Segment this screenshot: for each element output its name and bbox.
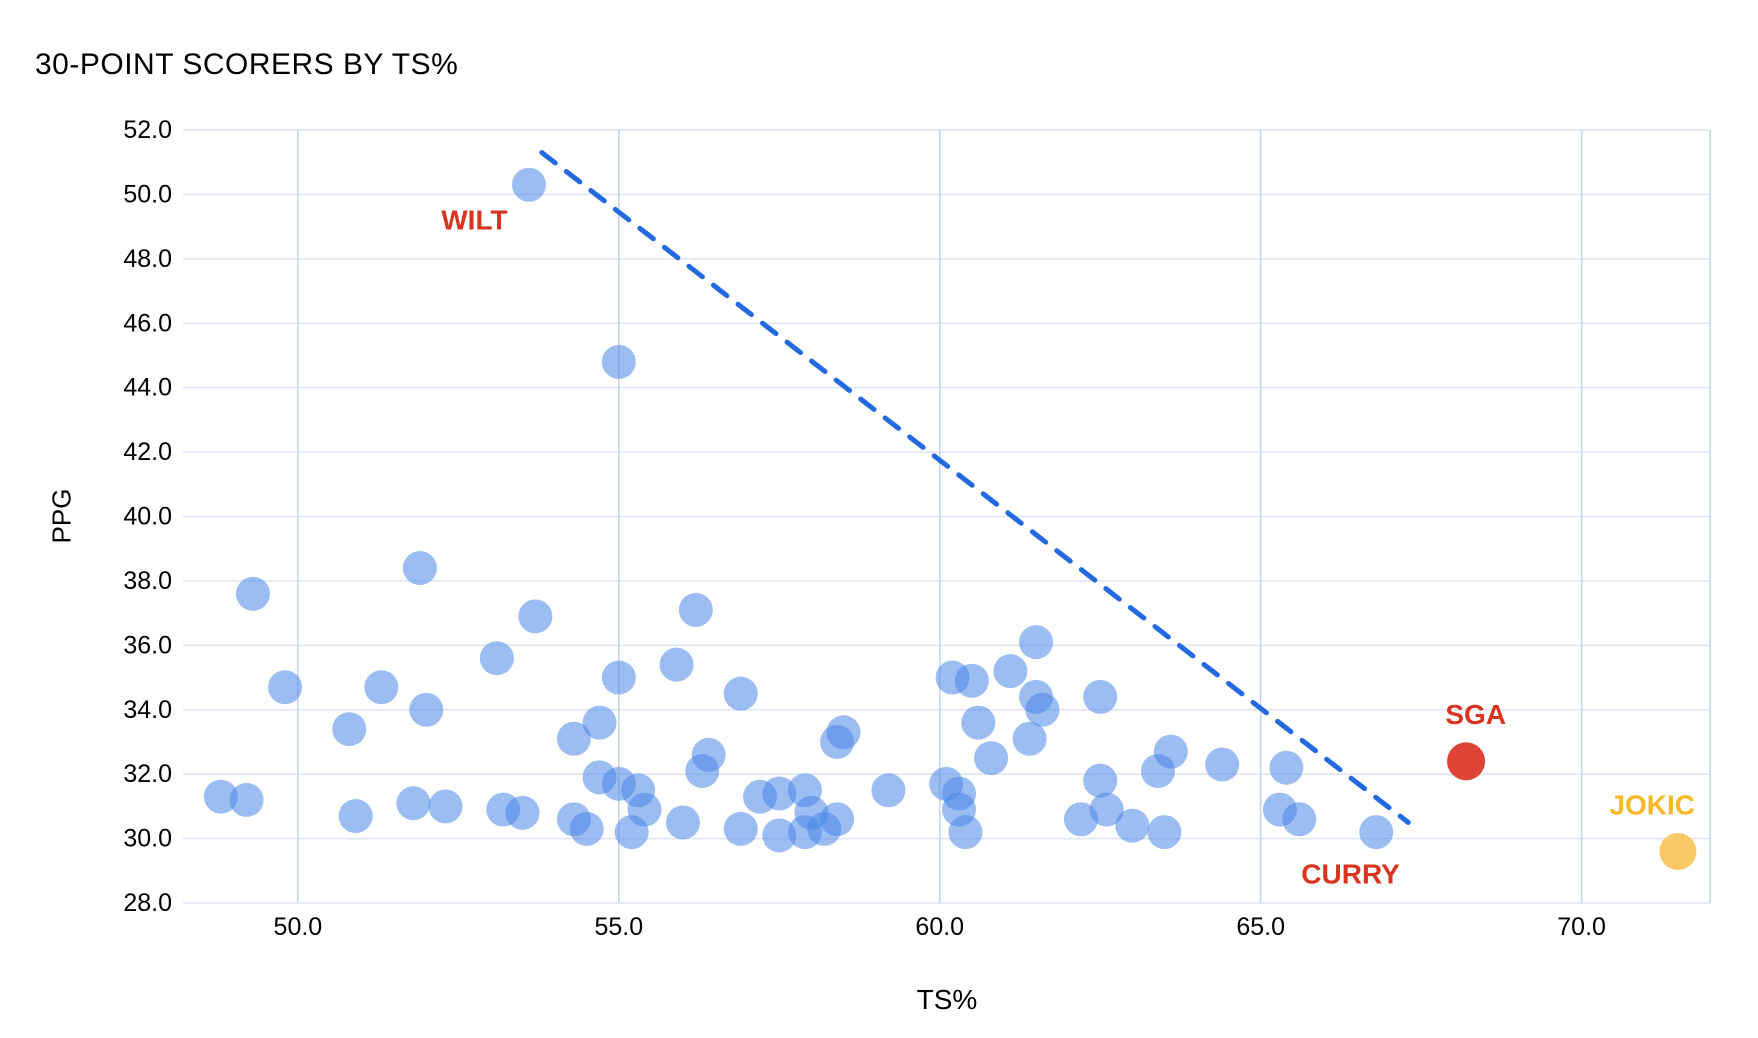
data-point-30-point-scorer-seasons[interactable]	[961, 705, 996, 740]
annotation-curry: CURRY	[1301, 859, 1400, 890]
data-point-30-point-scorer-seasons[interactable]	[601, 660, 636, 695]
data-point-30-point-scorer-seasons[interactable]	[685, 753, 720, 788]
chart-title: 30-POINT SCORERS BY TS%	[35, 48, 459, 81]
data-point-30-point-scorer-seasons[interactable]	[268, 670, 303, 705]
data-point-30-point-scorer-seasons[interactable]	[1205, 747, 1240, 782]
data-point-30-point-scorer-seasons[interactable]	[614, 815, 649, 850]
data-point-30-point-scorer-seasons[interactable]	[505, 795, 540, 830]
data-point-30-point-scorer-seasons[interactable]	[787, 815, 822, 850]
data-point-30-point-scorer-seasons[interactable]	[428, 789, 463, 824]
y-tick-label: 42.0	[123, 438, 172, 466]
x-tick-label: 55.0	[594, 913, 643, 941]
data-point-30-point-scorer-seasons[interactable]	[582, 705, 617, 740]
y-tick-label: 40.0	[123, 503, 172, 531]
data-point-30-point-scorer-seasons[interactable]	[1083, 679, 1118, 714]
data-point-30-point-scorer-seasons[interactable]	[743, 779, 778, 814]
y-axis-title: PPG	[46, 488, 77, 544]
annotation-wilt: WILT	[441, 205, 507, 236]
data-point-30-point-scorer-seasons[interactable]	[678, 592, 713, 627]
data-point-30-point-scorer-seasons[interactable]	[954, 663, 989, 698]
data-point-30-point-scorer-seasons[interactable]	[948, 815, 983, 850]
y-tick-label: 52.0	[123, 116, 172, 144]
x-axis-title: TS%	[916, 984, 978, 1015]
data-point-30-point-scorer-seasons[interactable]	[569, 811, 604, 846]
annotation-jokic: JOKIC	[1609, 789, 1695, 820]
data-point-30-point-scorer-seasons[interactable]	[1063, 802, 1098, 837]
data-point-30-point-scorer-seasons[interactable]	[1115, 808, 1150, 843]
data-point-30-point-scorer-seasons[interactable]	[723, 811, 758, 846]
data-point-jokic[interactable]	[1659, 832, 1697, 870]
y-tick-label: 30.0	[123, 825, 172, 853]
data-point-sga[interactable]	[1447, 742, 1486, 781]
data-point-30-point-scorer-seasons[interactable]	[1025, 692, 1060, 727]
data-point-30-point-scorer-seasons[interactable]	[1012, 721, 1047, 756]
data-point-30-point-scorer-seasons[interactable]	[659, 647, 694, 682]
y-tick-label: 28.0	[123, 889, 172, 917]
y-tick-label: 34.0	[123, 696, 172, 724]
data-point-30-point-scorer-seasons[interactable]	[1089, 792, 1124, 827]
y-tick-label: 36.0	[123, 631, 172, 659]
data-point-30-point-scorer-seasons[interactable]	[820, 724, 855, 759]
trendline-dashed	[539, 150, 1411, 825]
y-tick-label: 38.0	[123, 567, 172, 595]
data-point-30-point-scorer-seasons[interactable]	[974, 741, 1009, 776]
data-point-30-point-scorer-seasons[interactable]	[1359, 815, 1394, 850]
data-point-30-point-scorer-seasons[interactable]	[518, 599, 553, 634]
data-point-30-point-scorer-seasons[interactable]	[666, 805, 701, 840]
data-point-30-point-scorer-seasons[interactable]	[871, 773, 906, 808]
x-tick-label: 50.0	[274, 913, 323, 941]
data-point-30-point-scorer-seasons[interactable]	[479, 641, 514, 676]
data-point-30-point-scorer-seasons[interactable]	[364, 670, 399, 705]
data-point-30-point-scorer-seasons[interactable]	[332, 712, 367, 747]
data-point-30-point-scorer-seasons[interactable]	[993, 654, 1028, 689]
y-tick-label: 48.0	[123, 245, 172, 273]
data-point-30-point-scorer-seasons[interactable]	[723, 676, 758, 711]
annotation-sga: SGA	[1445, 699, 1506, 730]
data-point-30-point-scorer-seasons[interactable]	[762, 818, 797, 853]
x-tick-label: 65.0	[1236, 913, 1285, 941]
data-point-30-point-scorer-seasons[interactable]	[203, 779, 238, 814]
data-point-30-point-scorer-seasons[interactable]	[1140, 753, 1175, 788]
y-tick-label: 32.0	[123, 760, 172, 788]
data-point-30-point-scorer-seasons[interactable]	[1282, 802, 1317, 837]
data-point-30-point-scorer-seasons[interactable]	[1147, 815, 1182, 850]
data-point-30-point-scorer-seasons[interactable]	[511, 167, 546, 202]
y-tick-label: 46.0	[123, 309, 172, 337]
data-point-30-point-scorer-seasons[interactable]	[409, 692, 444, 727]
data-point-30-point-scorer-seasons[interactable]	[396, 786, 431, 821]
data-point-30-point-scorer-seasons[interactable]	[1019, 625, 1054, 660]
data-point-30-point-scorer-seasons[interactable]	[601, 344, 636, 379]
data-point-30-point-scorer-seasons[interactable]	[1083, 763, 1118, 798]
data-point-30-point-scorer-seasons[interactable]	[402, 551, 437, 586]
x-tick-label: 70.0	[1557, 913, 1606, 941]
data-point-30-point-scorer-seasons[interactable]	[338, 799, 373, 834]
data-point-30-point-scorer-seasons[interactable]	[1269, 750, 1304, 785]
data-point-30-point-scorer-seasons[interactable]	[235, 576, 270, 611]
x-tick-label: 60.0	[915, 913, 964, 941]
data-point-30-point-scorer-seasons[interactable]	[556, 721, 591, 756]
y-tick-label: 50.0	[123, 180, 172, 208]
data-point-30-point-scorer-seasons[interactable]	[229, 782, 264, 817]
y-tick-label: 44.0	[123, 374, 172, 402]
